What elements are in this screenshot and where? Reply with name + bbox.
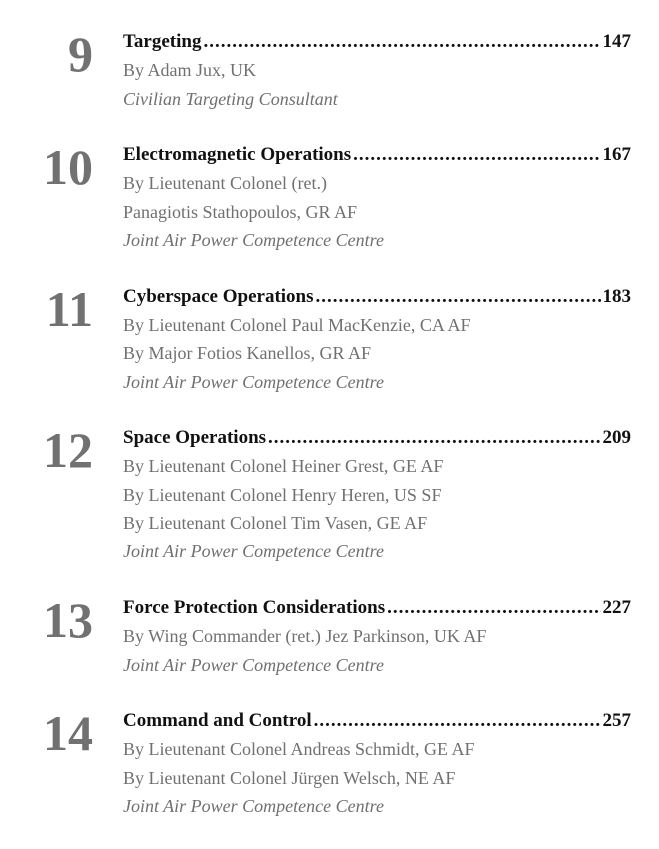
organization: Joint Air Power Competence Centre	[123, 654, 384, 675]
author-line: By Lieutenant Colonel Tim Vasen, GE AF	[123, 513, 428, 534]
chapter-title[interactable]: Cyberspace Operations	[123, 285, 314, 307]
chapter-title[interactable]: Command and Control	[123, 710, 312, 732]
dot-leader	[314, 707, 601, 735]
dot-leader	[316, 283, 601, 311]
toc-entry[interactable]: 12 Space Operations 209 By Lieutenant Co…	[0, 422, 659, 565]
author-line: By Lieutenant Colonel Jürgen Welsch, NE …	[123, 767, 456, 788]
dot-leader	[203, 28, 600, 56]
entry-body: Targeting 147 By Adam Jux, UK Civilian Ta…	[123, 28, 631, 113]
author-line: By Lieutenant Colonel Heiner Grest, GE A…	[123, 456, 444, 477]
page-number[interactable]: 257	[602, 710, 632, 732]
page-number[interactable]: 167	[602, 144, 632, 166]
entry-body: Space Operations 209 By Lieutenant Colon…	[123, 424, 631, 565]
chapter-title-row[interactable]: Electromagnetic Operations 167	[123, 141, 631, 169]
chapter-title-row[interactable]: Space Operations 209	[123, 424, 631, 452]
chapter-title-row[interactable]: Cyberspace Operations 183	[123, 283, 631, 311]
author-line: By Lieutenant Colonel Henry Heren, US SF	[123, 484, 442, 505]
page-number[interactable]: 183	[602, 285, 632, 307]
chapter-number: 10	[43, 139, 93, 196]
organization: Joint Air Power Competence Centre	[123, 541, 384, 562]
page-number[interactable]: 209	[602, 427, 632, 449]
page-number[interactable]: 227	[602, 596, 632, 618]
chapter-title-row[interactable]: Force Protection Considerations 227	[123, 594, 631, 622]
chapter-title[interactable]: Electromagnetic Operations	[123, 144, 352, 166]
chapter-title[interactable]: Space Operations	[123, 427, 267, 449]
chapter-title[interactable]: Targeting	[123, 31, 202, 52]
author-line: By Wing Commander (ret.) Jez Parkinson, …	[123, 626, 487, 647]
dot-leader	[353, 141, 600, 169]
chapter-number: 13	[43, 591, 93, 648]
chapter-title-row[interactable]: Command and Control 257	[123, 707, 631, 735]
organization: Joint Air Power Competence Centre	[123, 796, 384, 817]
chapter-title[interactable]: Force Protection Considerations	[123, 596, 386, 618]
organization: Civilian Targeting Consultant	[123, 88, 338, 109]
dot-leader	[387, 594, 600, 622]
toc-entry[interactable]: 9 Targeting 147 By Adam Jux, UK Civilian …	[0, 26, 659, 113]
entry-body: Cyberspace Operations 183 By Lieutenant …	[123, 283, 631, 396]
table-of-contents: 9 Targeting 147 By Adam Jux, UK Civilian …	[0, 26, 659, 849]
chapter-number: 11	[45, 280, 93, 337]
organization: Joint Air Power Competence Centre	[123, 371, 384, 392]
toc-entry[interactable]: 14 Command and Control 257 By Lieutenant…	[0, 705, 659, 820]
chapter-number: 12	[43, 422, 93, 479]
toc-entry[interactable]: 13 Force Protection Considerations 227 B…	[0, 591, 659, 679]
toc-entry[interactable]: 11 Cyberspace Operations 183 By Lieutena…	[0, 280, 659, 396]
author-line: By Lieutenant Colonel (ret.)	[123, 173, 327, 194]
chapter-number: 9	[68, 26, 93, 82]
author-line: By Major Fotios Kanellos, GR AF	[123, 343, 372, 364]
organization: Joint Air Power Competence Centre	[123, 230, 384, 251]
chapter-title-row[interactable]: Targeting 147	[123, 28, 631, 56]
author-line: Panagiotis Stathopoulos, GR AF	[123, 201, 358, 222]
entry-body: Electromagnetic Operations 167 By Lieute…	[123, 141, 631, 254]
author-line: By Adam Jux, UK	[123, 60, 257, 81]
author-line: By Lieutenant Colonel Andreas Schmidt, G…	[123, 739, 475, 760]
author-line: By Lieutenant Colonel Paul MacKenzie, CA…	[123, 314, 471, 335]
toc-entry[interactable]: 10 Electromagnetic Operations 167 By Lie…	[0, 139, 659, 254]
entry-body: Command and Control 257 By Lieutenant Co…	[123, 707, 631, 820]
page-number[interactable]: 147	[602, 31, 632, 52]
entry-body: Force Protection Considerations 227 By W…	[123, 594, 631, 679]
dot-leader	[268, 424, 600, 452]
chapter-number: 14	[43, 705, 93, 762]
